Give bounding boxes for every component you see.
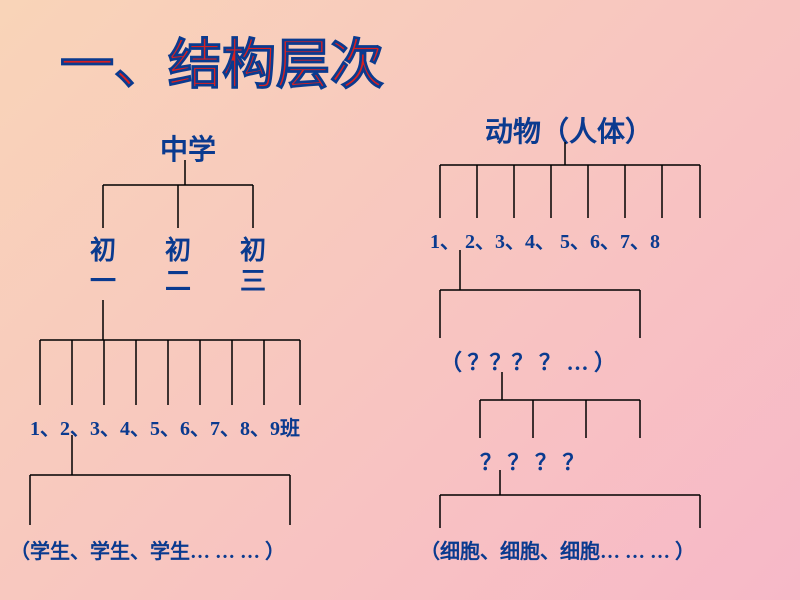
right-l3: （ ？？？ ？ … ）	[440, 345, 616, 377]
right-l5: （细胞、细胞、细胞… … … ）	[420, 535, 695, 564]
left-l2-1: 初二	[165, 235, 191, 297]
right-l2: 1、 2、3、4、 5、6、7、8	[430, 225, 660, 254]
left-root: 中学	[160, 128, 216, 168]
left-l3: 1、2、3、4、5、6、7、8、9班	[30, 412, 300, 441]
page-title: 一、结构层次	[60, 20, 384, 99]
right-l4: ？ ？ ？ ？	[480, 445, 585, 477]
left-l2-0: 初一	[90, 235, 116, 297]
left-l2-2: 初三	[240, 235, 266, 297]
left-l4: （学生、学生、学生… … … ）	[10, 535, 285, 564]
right-root: 动物（人体）	[485, 110, 653, 150]
